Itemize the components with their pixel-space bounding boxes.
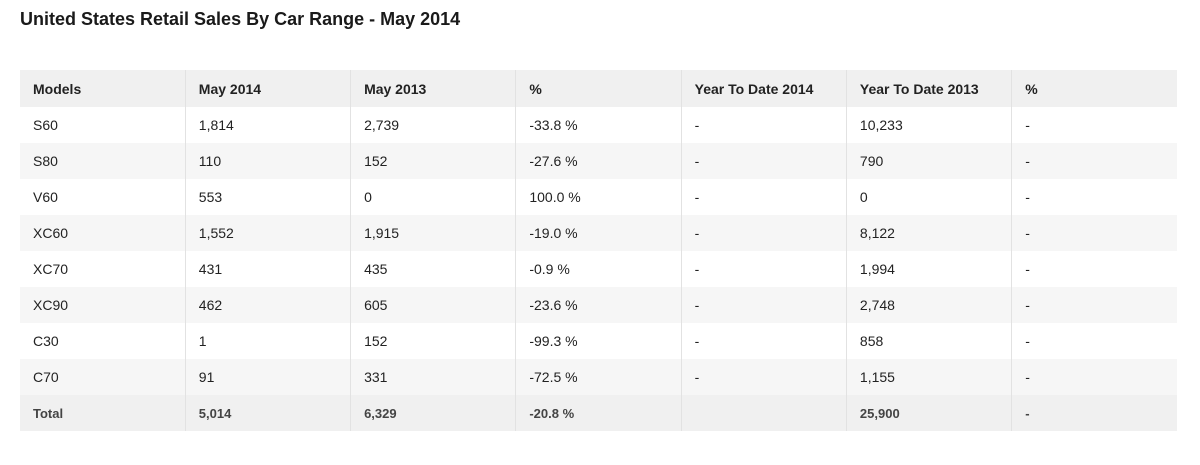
total-cell: - <box>1011 395 1177 431</box>
table-cell: 0 <box>350 179 516 215</box>
header-row: Models May 2014 May 2013% Year To Date 2014… <box>20 70 1177 107</box>
table-cell: 100.0 % <box>515 179 682 215</box>
table-cell: 462 <box>184 287 351 323</box>
total-row: Total 5,014 6,329 -20.8 % 25,900- <box>20 395 1177 431</box>
total-cell: Total <box>20 395 186 431</box>
table-cell: - <box>680 251 847 287</box>
total-cell: 6,329 <box>350 395 516 431</box>
table-cell: - <box>1011 251 1177 287</box>
table-cell: 8,122 <box>845 215 1012 251</box>
table-cell: - <box>1011 215 1177 251</box>
table-cell: - <box>680 287 847 323</box>
table-cell: 605 <box>350 287 516 323</box>
table-cell: 1,552 <box>184 215 351 251</box>
table-row: XC70 431 435 -0.9 % -1,994- <box>20 251 1177 287</box>
table-cell: - <box>680 143 847 179</box>
table-cell: -0.9 % <box>515 251 682 287</box>
total-cell: -20.8 % <box>515 395 682 431</box>
table-cell: - <box>1011 287 1177 323</box>
column-header: May 2013 <box>350 70 516 107</box>
table-cell: - <box>680 107 847 143</box>
table-row: XC90 462 605 -23.6 % -2,748- <box>20 287 1177 323</box>
table-cell: 858 <box>845 323 1012 359</box>
table-cell: 2,748 <box>845 287 1012 323</box>
table-cell: XC90 <box>20 287 186 323</box>
table-cell: 435 <box>350 251 516 287</box>
table-cell: 331 <box>350 359 516 395</box>
table-cell: 10,233 <box>845 107 1012 143</box>
table-cell: 1,994 <box>845 251 1012 287</box>
total-cell: 5,014 <box>184 395 351 431</box>
table-cell: -27.6 % <box>515 143 682 179</box>
table-cell: -33.8 % <box>515 107 682 143</box>
column-header: Year To Date 2013 <box>845 70 1012 107</box>
table-row: V60 553 0 100.0 % -0- <box>20 179 1177 215</box>
table-cell: XC60 <box>20 215 186 251</box>
table-cell: - <box>680 323 847 359</box>
table-cell: 152 <box>350 323 516 359</box>
table-cell: 1,915 <box>350 215 516 251</box>
table-header: Models May 2014 May 2013% Year To Date 2014… <box>20 70 1177 107</box>
table-cell: - <box>1011 179 1177 215</box>
table-cell: 152 <box>350 143 516 179</box>
table-cell: 431 <box>184 251 351 287</box>
table-cell: S80 <box>20 143 186 179</box>
table-row: XC60 1,552 1,915 -19.0 % -8,122- <box>20 215 1177 251</box>
table-cell: 1,155 <box>845 359 1012 395</box>
table-cell: -72.5 % <box>515 359 682 395</box>
table-cell: C30 <box>33 333 59 349</box>
table-row: S80 110 152 -27.6 % -790- <box>20 143 1177 179</box>
table-cell: -99.3 % <box>515 323 682 359</box>
column-header: % <box>1011 70 1177 107</box>
table-row: C30 1 152 -99.3 % -858- <box>20 323 1177 359</box>
table-cell: - <box>1011 323 1177 359</box>
column-header: May 2014 <box>184 70 351 107</box>
table-cell: 2,739 <box>350 107 516 143</box>
column-header: Models <box>20 70 186 107</box>
table-footer: Total 5,014 6,329 -20.8 % 25,900- <box>20 395 1177 431</box>
table-cell: 91 <box>184 359 351 395</box>
table-cell: V60 <box>33 189 58 205</box>
column-header: % <box>515 70 682 107</box>
table-body: S60 1,814 2,739 -33.8 % -10,233- S80 110 152 -27… <box>20 107 1177 395</box>
table-cell: - <box>680 179 847 215</box>
table-cell: - <box>1011 143 1177 179</box>
table-cell: C70 <box>20 359 186 395</box>
table-cell: - <box>680 359 847 395</box>
table-cell: 1 <box>184 323 351 359</box>
table-row: C70 91 331 -72.5 % -1,155- <box>20 359 1177 395</box>
sales-table: Models May 2014 May 2013% Year To Date 2014… <box>20 70 1177 431</box>
table-cell: -23.6 % <box>515 287 682 323</box>
table-cell: 1,814 <box>184 107 351 143</box>
table-row: S60 1,814 2,739 -33.8 % -10,233- <box>20 107 1177 143</box>
table-cell: 790 <box>845 143 1012 179</box>
table-cell: - <box>1011 359 1177 395</box>
table-cell: -19.0 % <box>515 215 682 251</box>
table-cell: 553 <box>184 179 351 215</box>
table-cell: - <box>680 215 847 251</box>
page-title: United States Retail Sales By Car Range … <box>20 9 461 29</box>
table-cell: 0 <box>845 179 1012 215</box>
table-cell: - <box>1011 107 1177 143</box>
total-cell <box>680 395 847 431</box>
table-cell: S60 <box>33 117 58 133</box>
table-cell: 110 <box>184 143 351 179</box>
table-cell: XC70 <box>33 261 69 277</box>
column-header: Year To Date 2014 <box>680 70 847 107</box>
total-cell: 25,900 <box>845 395 1012 431</box>
